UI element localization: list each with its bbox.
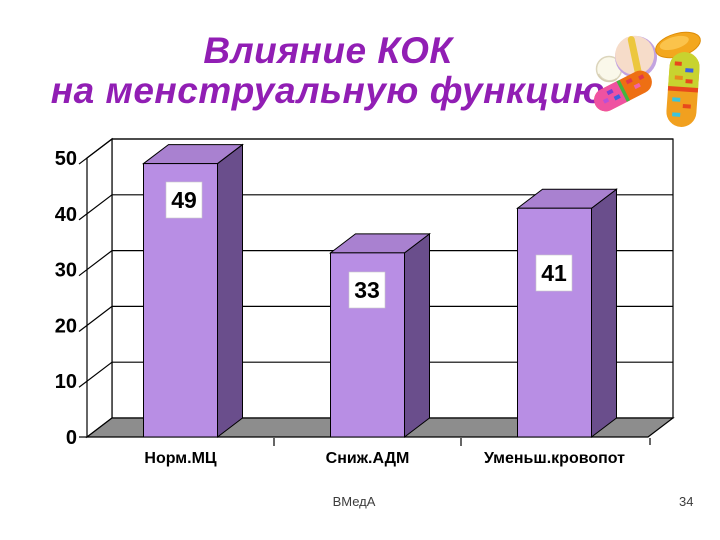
footer-academy-label: ВМедА: [332, 494, 376, 509]
category-label-2: Уменьш.кровопот: [484, 450, 625, 467]
y-tick-50: [78, 138, 113, 165]
slide-title-line1: Влияние КОК: [203, 30, 453, 71]
y-axis-label-50: 50: [55, 148, 77, 170]
y-axis-label-20: 20: [55, 315, 77, 337]
pills-clipart-icon: [594, 31, 701, 127]
bar-front-face: [517, 207, 592, 438]
bar-1: [329, 232, 431, 439]
bar-2: [516, 188, 618, 439]
green-orange-capsule-icon: [666, 52, 700, 127]
oval-pill-icon: [655, 31, 701, 59]
white-pill-icon: [595, 55, 623, 83]
y-axis-label-10: 10: [55, 371, 77, 393]
data-label-box: [165, 181, 203, 219]
bar-side-face: [404, 232, 430, 439]
data-label-0: 49: [165, 181, 203, 219]
data-label-2: 41: [535, 254, 573, 292]
data-label-text: 41: [541, 260, 567, 286]
data-label-box: [535, 254, 573, 292]
round-tablet-icon: [615, 35, 657, 78]
bar-side-face: [591, 188, 617, 439]
slide-title: Влияние КОК на менструальную функцию: [0, 31, 656, 111]
y-tick-30: [78, 250, 113, 277]
y-tick-10: [78, 361, 113, 388]
slide-title-line2: на менструальную функцию: [50, 70, 606, 111]
category-label-0: Норм.МЦ: [144, 450, 217, 467]
data-label-1: 33: [348, 271, 386, 309]
footer-page-number: 34: [679, 494, 694, 509]
chart-left-wall: [86, 137, 113, 439]
y-tick-20: [78, 305, 113, 332]
pink-orange-capsule-icon: [594, 70, 652, 112]
data-label-text: 49: [171, 187, 197, 213]
y-tick-40: [78, 194, 113, 221]
y-axis-label-40: 40: [55, 204, 77, 226]
category-label-1: Сниж.АДМ: [326, 450, 410, 467]
bar-side-face: [217, 143, 243, 439]
y-axis-label-30: 30: [55, 260, 77, 282]
y-axis-label-0: 0: [66, 427, 77, 449]
data-label-box: [348, 271, 386, 309]
data-label-text: 33: [354, 277, 380, 303]
